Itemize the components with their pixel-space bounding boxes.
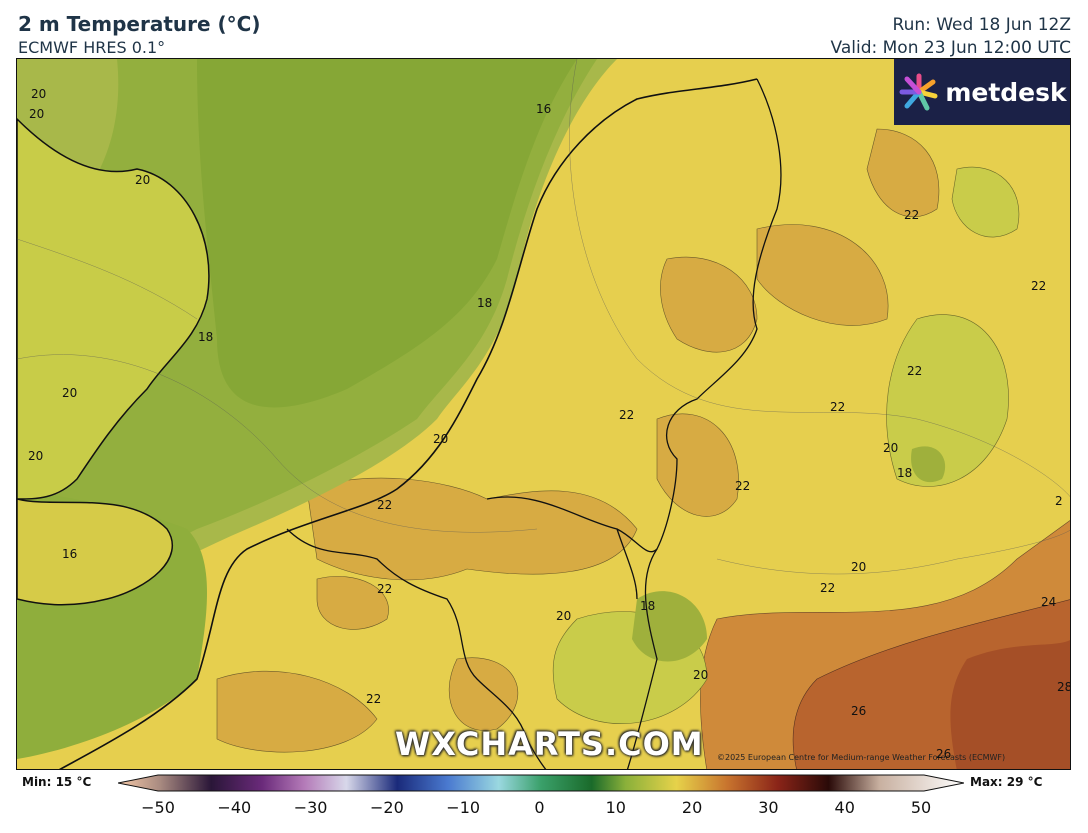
contour-label: 18 [897,466,913,480]
min-temperature-label: Min: 15 °C [22,775,92,789]
temperature-map[interactable]: metdesk WXCHARTS.COM ©2025 European Cent… [16,58,1071,770]
colorbar-tick-label: −40 [217,798,252,817]
colorbar-tick-label: 10 [605,798,626,817]
cold-pockets [632,446,946,662]
contour-label: 16 [62,547,78,561]
map-canvas [17,59,1070,769]
contour-label: 20 [135,173,151,187]
colorbar-tick-label: 0 [534,798,545,817]
contour-label: 22 [907,364,923,378]
warm-zones [216,128,940,753]
coastline [58,78,758,769]
sea-core [197,59,577,408]
contour-label: 18 [198,330,214,344]
valid-time: Valid: Mon 23 Jun 12:00 UTC [830,38,1071,58]
colorbar [118,774,964,792]
contour-label: 20 [883,441,899,455]
contour-label: 20 [693,668,709,682]
contour-label: 22 [1031,279,1047,293]
contour-label: 22 [619,408,635,422]
wxcharts-watermark: WXCHARTS.COM [395,725,704,763]
contour-label: 16 [536,102,552,116]
contour-label: 22 [830,400,846,414]
model-name: ECMWF HRES 0.1° [18,38,166,57]
colorbar-tick-label: 30 [758,798,779,817]
contour-label: 20 [28,449,44,463]
run-time: Run: Wed 18 Jun 12Z [892,15,1071,35]
contour-label: 20 [433,432,449,446]
contour-label: 22 [904,208,920,222]
colorbar-tick-label: −20 [370,798,404,817]
contour-label: 18 [477,296,493,310]
contour-label: 18 [640,599,656,613]
contour-label: 22 [820,581,836,595]
colorbar-tick-label: −50 [141,798,175,817]
colorbar-tick-label: 20 [681,798,703,817]
contour-label: 20 [29,107,45,121]
metdesk-logo-text: metdesk [945,77,1067,107]
england [17,117,210,500]
contour-label: 20 [556,609,572,623]
contour-label: 22 [366,692,382,706]
contour-label: 22 [735,479,751,493]
peak-zone [950,639,1070,769]
contour-label: 20 [31,87,47,101]
max-temperature-label: Max: 29 °C [970,775,1043,789]
contour-label: 20 [851,560,867,574]
copyright-notice: ©2025 European Centre for Medium-range W… [717,753,1006,762]
contour-label: 26 [936,747,952,761]
england-south [17,498,174,606]
metdesk-logo: metdesk [894,59,1070,125]
contour-label: 20 [62,386,78,400]
contour-label: 22 [377,582,393,596]
colorbar-tick-label: −30 [293,798,328,817]
contour-lines [17,59,1070,575]
contour-label: 2 [1055,494,1063,508]
metdesk-burst-icon [899,73,938,111]
colorbar-tick-label: 50 [910,798,932,817]
contour-label: 26 [851,704,867,718]
borders [286,78,782,769]
contour-label: 22 [377,498,393,512]
contour-label: 24 [1041,595,1057,609]
colorbar-tick-label: 40 [834,798,855,817]
contour-label: 28 [1057,680,1071,694]
colorbar-gradient [118,774,964,792]
chart-title: 2 m Temperature (°C) [18,12,261,36]
colorbar-tick-label: −10 [446,798,481,817]
